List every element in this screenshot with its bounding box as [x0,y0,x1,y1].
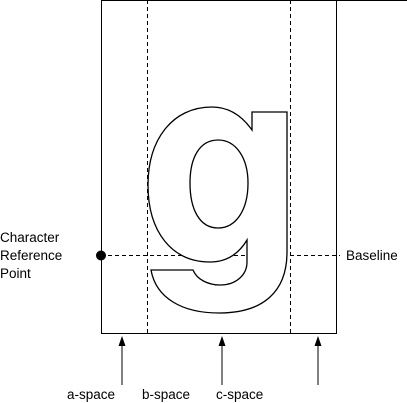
glyph-g-outline [147,106,288,314]
reference-point-label-line-2: Reference [0,248,62,263]
reference-point-dot [96,250,106,261]
reference-point-label-line-1: Character [0,230,60,245]
character-cell-box [101,0,337,334]
baseline-label: Baseline [346,248,398,263]
reference-point-label-line-3: Point [0,266,31,281]
c-space-label: c-space [216,387,263,402]
a-space-arrow [118,336,126,385]
a-space-label: a-space [67,387,115,402]
b-space-label: b-space [142,387,190,402]
b-space-arrow [218,336,226,385]
c-space-arrow [314,336,322,385]
